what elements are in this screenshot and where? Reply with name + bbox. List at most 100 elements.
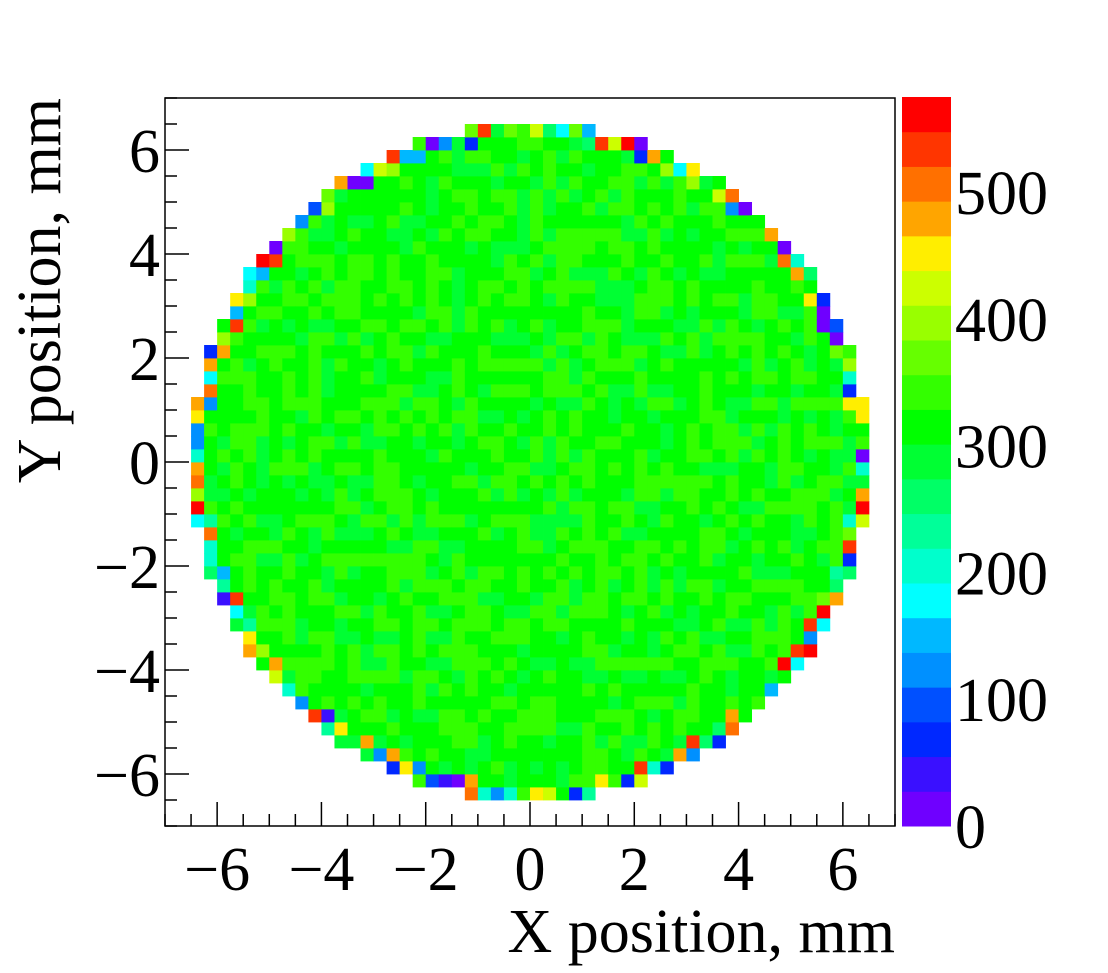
heatmap-cell [386,657,401,671]
heatmap-cell [816,592,831,606]
heatmap-cell [399,644,414,658]
heatmap-cell [334,371,348,385]
heatmap-cell [516,332,531,346]
heatmap-cell [803,345,818,359]
heatmap-cell [556,787,570,801]
heatmap-cell [556,410,570,424]
heatmap-cell [386,449,401,463]
heatmap-cell [725,462,739,476]
heatmap-cell [660,345,674,359]
heatmap-cell [725,709,739,723]
heatmap-cell [425,566,440,580]
heatmap-cell [530,553,544,567]
heatmap-cell [464,761,479,775]
heatmap-cell [412,696,427,710]
heatmap-cell [777,397,792,411]
heatmap-cell [738,371,753,385]
heatmap-cell [464,735,479,749]
heatmap-cell [595,358,609,372]
heatmap-cell [543,618,557,632]
heatmap-cell [321,293,335,307]
heatmap-cell [712,358,726,372]
heatmap-cell [425,228,440,242]
heatmap-cell [582,501,596,515]
heatmap-cell [595,631,609,645]
heatmap-cell [634,709,648,723]
heatmap-cell [608,410,622,424]
heatmap-cell [595,163,609,177]
heatmap-cell [543,644,557,658]
heatmap-cell [347,592,361,606]
heatmap-cell [634,631,648,645]
heatmap-cell [334,670,348,684]
heatmap-cell [569,722,583,736]
heatmap-cell [360,540,374,554]
heatmap-cell [543,267,557,281]
heatmap-cell [673,397,687,411]
heatmap-cell [673,306,687,320]
heatmap-cell [490,709,505,723]
heatmap-cell [790,605,805,619]
heatmap-cell [399,410,414,424]
heatmap-cell [347,241,361,255]
heatmap-cell [204,449,218,463]
heatmap-cell [738,657,753,671]
heatmap-cell [386,553,401,567]
heatmap-cell [569,774,583,788]
heatmap-cell [673,722,687,736]
heatmap-cell [556,176,570,190]
heatmap-cell [217,345,231,359]
heatmap-cell [282,644,296,658]
heatmap-cell [399,267,414,281]
heatmap-cell [230,358,244,372]
heatmap-cell [412,176,427,190]
heatmap-cell [608,436,622,450]
heatmap-cell [477,631,492,645]
heatmap-cell [686,514,700,528]
heatmap-cell [582,735,596,749]
heatmap-cell [295,696,309,710]
heatmap-cell [269,488,283,502]
heatmap-cell [764,254,779,268]
heatmap-cell [725,566,739,580]
heatmap-cell [360,657,374,671]
x-tick-label: −6 [184,836,250,904]
heatmap-cell [451,449,466,463]
heatmap-cell [530,241,544,255]
heatmap-cell [334,488,348,502]
heatmap-cell [477,579,492,593]
heatmap-cell [621,267,635,281]
heatmap-cell [490,722,505,736]
heatmap-cell [347,436,361,450]
heatmap-cell [543,306,557,320]
heatmap-cell [373,306,388,320]
heatmap-cell [569,241,583,255]
heatmap-cell [673,462,687,476]
heatmap-cell [191,397,205,411]
heatmap-cell [621,202,635,216]
heatmap-cell [777,280,792,294]
heatmap-cell [621,722,635,736]
heatmap-cell [595,696,609,710]
colorbar-segment [902,340,951,376]
heatmap-cell [543,540,557,554]
heatmap-cell [829,540,844,554]
heatmap-cell [660,358,674,372]
heatmap-cell [660,592,674,606]
heatmap-cell [530,306,544,320]
heatmap-cell [556,449,570,463]
heatmap-cell [621,657,635,671]
heatmap-cell [490,436,505,450]
heatmap-cell [634,176,648,190]
heatmap-cell [516,293,531,307]
heatmap-cell [425,436,440,450]
heatmap-cell [738,436,753,450]
heatmap-cell [243,618,257,632]
heatmap-cell [608,709,622,723]
heatmap-cell [308,696,322,710]
heatmap-cell [556,124,570,138]
heatmap-cell [712,332,726,346]
heatmap-cell [321,644,335,658]
colorbar-segment [902,305,951,341]
heatmap-cell [686,462,700,476]
